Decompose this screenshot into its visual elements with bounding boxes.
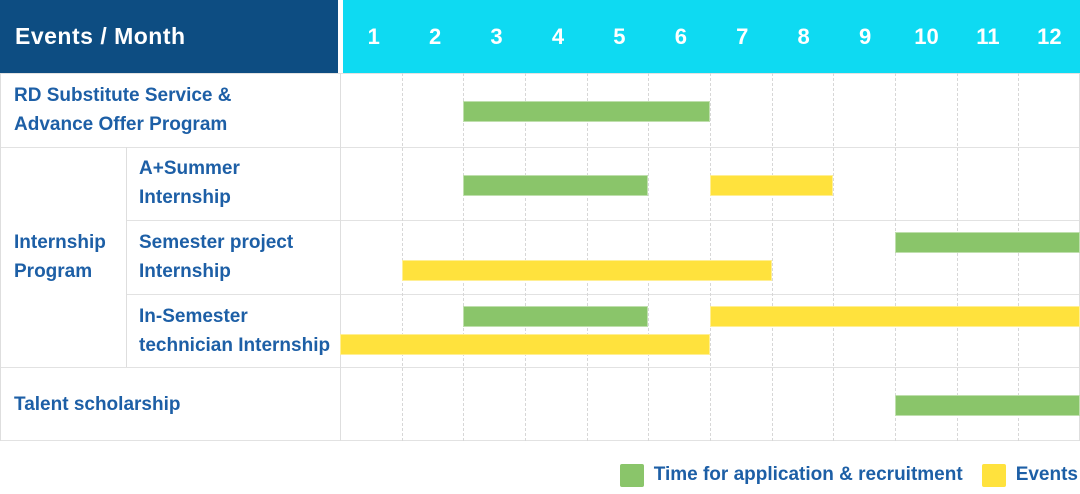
legend-item-application: Time for application & recruitment xyxy=(619,463,963,487)
legend-swatch-application xyxy=(619,463,644,487)
month-divider-7 xyxy=(771,73,773,441)
group-label-line: Internship xyxy=(14,231,106,253)
month-header-10: 10 xyxy=(914,23,939,49)
month-divider-11 xyxy=(1018,73,1020,441)
month-header-7: 7 xyxy=(736,23,749,49)
legend: Time for application & recruitment Events xyxy=(619,462,1078,488)
month-divider-1 xyxy=(401,73,403,441)
group-label-line: Program xyxy=(14,260,93,282)
row-label-line: Advance Offer Program xyxy=(14,113,228,135)
bar-in-semester-technician-internship-event-m7-m12 xyxy=(710,305,1080,327)
bar-a-plus-summer-internship-event-m7-m8 xyxy=(710,174,834,196)
month-divider-10 xyxy=(956,73,958,441)
legend-item-event: Events xyxy=(981,463,1078,487)
bar-in-semester-technician-internship-event-m1-m6 xyxy=(340,333,710,355)
month-header-8: 8 xyxy=(797,23,810,49)
month-header-1: 1 xyxy=(367,23,380,49)
month-divider-2 xyxy=(463,73,465,441)
month-header-11: 11 xyxy=(976,23,1000,49)
row-label-line: Internship xyxy=(139,260,231,282)
row-label-line: Talent scholarship xyxy=(14,393,181,415)
column-divider-0 xyxy=(0,73,1,441)
row-label-line: Internship xyxy=(139,187,231,209)
bar-a-plus-summer-internship-application-m3-m5 xyxy=(463,174,649,196)
row-divider-0 xyxy=(0,73,1080,74)
months-header: 1 2 3 4 5 6 7 8 9 10 11 12 xyxy=(343,0,1080,73)
legend-label-application: Time for application & recruitment xyxy=(653,464,963,485)
legend-swatch-event xyxy=(981,463,1006,487)
column-divider-2 xyxy=(340,73,341,441)
month-divider-5 xyxy=(648,73,650,441)
bar-semester-project-internship-application-m10-m12 xyxy=(895,232,1080,254)
month-header-6: 6 xyxy=(674,23,687,49)
row-label-talent-scholarship: Talent scholarship xyxy=(0,367,340,441)
table-corner-header: Events / Month xyxy=(0,0,338,73)
bar-rd-substitute-service-application-m3-m6 xyxy=(463,101,710,122)
month-header-9: 9 xyxy=(858,23,872,49)
row-label-semester-project-internship: Semester project Internship xyxy=(126,220,340,294)
month-header-4: 4 xyxy=(551,23,565,49)
legend-label-event: Events xyxy=(1015,464,1078,485)
row-label-a-plus-summer-internship: A+Summer Internship xyxy=(126,147,340,221)
row-label-in-semester-technician-internship: In-Semester technician Internship xyxy=(126,294,340,368)
month-divider-3 xyxy=(525,73,526,441)
month-divider-4 xyxy=(586,73,588,441)
row-divider-5 xyxy=(0,440,1080,441)
bar-in-semester-technician-internship-application-m3-m5 xyxy=(463,305,649,327)
month-divider-8 xyxy=(833,73,835,441)
month-header-3: 3 xyxy=(490,23,503,49)
row-label-rd-substitute-service: RD Substitute Service & Advance Offer Pro… xyxy=(0,73,340,147)
row-divider-3 xyxy=(126,293,1080,295)
month-divider-9 xyxy=(895,73,896,441)
row-label-line: In-Semester xyxy=(139,305,248,327)
row-label-line: Semester project xyxy=(139,231,294,253)
month-header-12: 12 xyxy=(1037,23,1062,49)
corner-header-label: Events / Month xyxy=(15,23,186,49)
row-divider-2 xyxy=(126,220,1080,222)
bar-semester-project-internship-event-m2-m7 xyxy=(401,260,772,282)
month-divider-6 xyxy=(710,73,711,441)
events-month-table: Events / Month 1 2 3 4 5 6 7 8 9 10 11 12 RD Substi… xyxy=(0,0,1080,441)
bar-talent-scholarship-application-m10-m12 xyxy=(895,395,1080,417)
row-label-line: A+Summer xyxy=(139,158,240,180)
month-header-2: 2 xyxy=(429,23,442,49)
sublabel-divider xyxy=(126,146,127,368)
group-label-internship-program: Internship Program xyxy=(0,147,126,368)
row-label-line: RD Substitute Service & xyxy=(14,84,232,106)
month-header-5: 5 xyxy=(613,23,626,49)
row-divider-4 xyxy=(0,367,1080,369)
row-label-line: technician Internship xyxy=(139,334,331,356)
row-divider-1 xyxy=(0,146,1080,148)
